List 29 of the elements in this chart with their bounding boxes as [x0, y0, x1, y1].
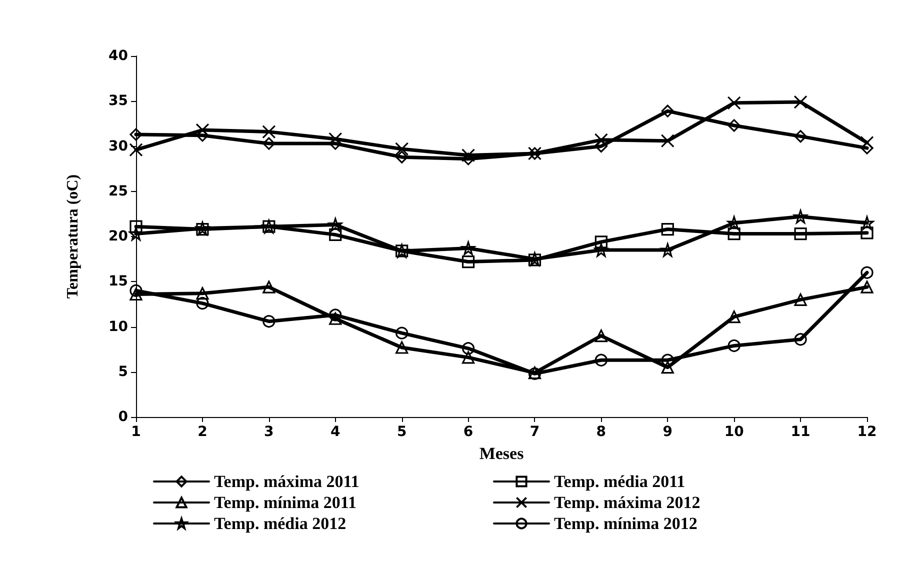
legend-label: Temp. máxima 2011 — [214, 472, 360, 491]
x-tick-label: 12 — [857, 424, 877, 440]
x-tick-label: 1 — [131, 424, 141, 440]
legend-label: Temp. média 2012 — [214, 514, 346, 533]
y-tick-label: 0 — [118, 409, 128, 425]
x-tick-label: 6 — [463, 424, 474, 440]
y-axis-title: Temperatura (oC) — [64, 174, 82, 299]
y-tick-label: 20 — [108, 228, 128, 244]
x-tick-label: 3 — [264, 424, 274, 440]
x-tick-label: 2 — [198, 424, 208, 440]
y-tick-label: 40 — [108, 48, 128, 64]
legend-label: Temp. mínima 2012 — [554, 514, 698, 533]
x-tick-label: 5 — [396, 424, 407, 440]
legend-label: Temp. mínima 2011 — [214, 493, 356, 512]
x-tick-label: 10 — [724, 424, 744, 440]
x-tick-label: 11 — [790, 424, 810, 440]
y-tick-label: 25 — [108, 183, 128, 200]
x-tick-label: 4 — [330, 424, 340, 440]
x-axis-title: Meses — [479, 444, 524, 463]
legend-label: Temp. média 2011 — [554, 472, 686, 491]
x-tick-label: 9 — [662, 424, 673, 440]
x-tick-label: 7 — [530, 424, 540, 440]
y-tick-label: 5 — [118, 364, 128, 380]
x-tick-label: 8 — [596, 424, 606, 440]
y-tick-label: 15 — [108, 274, 128, 290]
legend-label: Temp. máxima 2012 — [554, 493, 700, 512]
y-tick-label: 10 — [108, 318, 128, 335]
y-tick-label: 30 — [108, 138, 128, 154]
y-tick-label: 35 — [108, 93, 128, 110]
